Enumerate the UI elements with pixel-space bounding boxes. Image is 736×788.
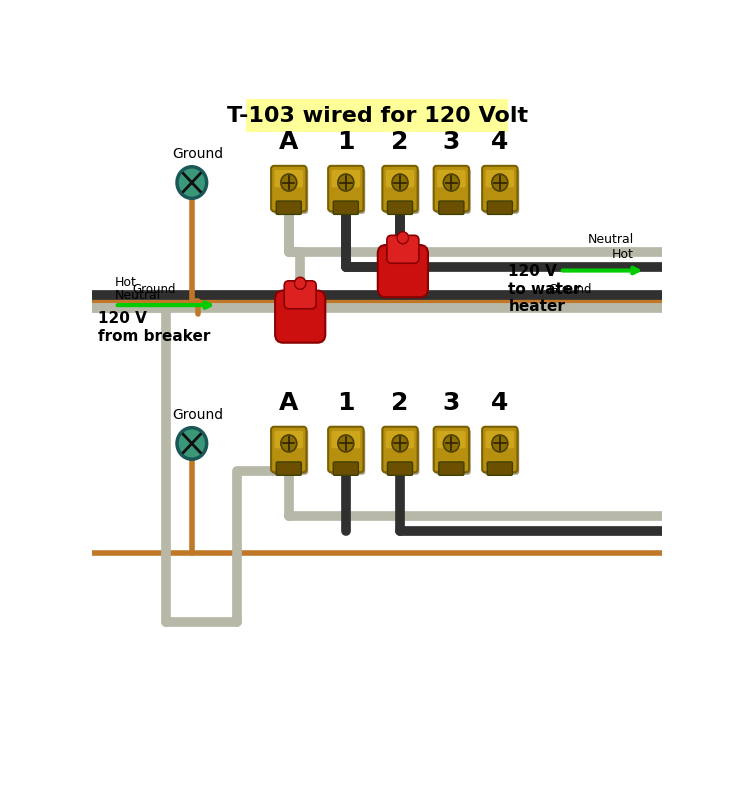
Circle shape <box>492 435 508 452</box>
Text: Neutral: Neutral <box>587 233 634 246</box>
FancyBboxPatch shape <box>437 170 466 188</box>
Text: Ground: Ground <box>548 283 592 296</box>
Text: Ground: Ground <box>172 408 223 422</box>
FancyBboxPatch shape <box>275 170 303 188</box>
FancyBboxPatch shape <box>333 462 358 475</box>
Circle shape <box>397 232 408 243</box>
FancyBboxPatch shape <box>271 427 306 472</box>
FancyBboxPatch shape <box>486 170 514 188</box>
FancyBboxPatch shape <box>246 99 509 132</box>
FancyBboxPatch shape <box>328 165 364 211</box>
Circle shape <box>392 174 408 191</box>
Text: 3: 3 <box>442 391 460 414</box>
Text: T-103 wired for 120 Volt: T-103 wired for 120 Volt <box>227 106 528 126</box>
Text: 4: 4 <box>491 130 509 154</box>
Circle shape <box>177 167 207 199</box>
Text: 3: 3 <box>442 130 460 154</box>
Circle shape <box>338 435 354 452</box>
Circle shape <box>177 428 207 459</box>
FancyBboxPatch shape <box>328 427 364 472</box>
FancyBboxPatch shape <box>331 431 360 448</box>
Circle shape <box>338 174 354 191</box>
Text: Hot: Hot <box>612 248 634 262</box>
Text: Ground: Ground <box>132 283 175 296</box>
FancyBboxPatch shape <box>437 431 466 448</box>
FancyBboxPatch shape <box>436 169 471 214</box>
FancyBboxPatch shape <box>386 170 414 188</box>
Circle shape <box>281 435 297 452</box>
FancyBboxPatch shape <box>276 462 301 475</box>
FancyBboxPatch shape <box>387 201 413 214</box>
FancyBboxPatch shape <box>484 169 519 214</box>
Circle shape <box>443 174 459 191</box>
FancyBboxPatch shape <box>330 429 365 474</box>
FancyBboxPatch shape <box>271 165 306 211</box>
FancyBboxPatch shape <box>273 169 308 214</box>
Circle shape <box>492 174 508 191</box>
FancyBboxPatch shape <box>273 429 308 474</box>
FancyBboxPatch shape <box>384 429 420 474</box>
Text: 4: 4 <box>491 391 509 414</box>
FancyBboxPatch shape <box>436 429 471 474</box>
FancyBboxPatch shape <box>386 431 414 448</box>
Text: A: A <box>279 130 299 154</box>
FancyBboxPatch shape <box>384 169 420 214</box>
FancyBboxPatch shape <box>276 201 301 214</box>
Text: 1: 1 <box>337 391 355 414</box>
Text: 1: 1 <box>337 130 355 154</box>
FancyBboxPatch shape <box>333 201 358 214</box>
FancyBboxPatch shape <box>434 165 469 211</box>
FancyBboxPatch shape <box>275 291 325 343</box>
Text: Ground: Ground <box>172 147 223 162</box>
FancyBboxPatch shape <box>434 427 469 472</box>
FancyBboxPatch shape <box>275 431 303 448</box>
FancyBboxPatch shape <box>387 462 413 475</box>
Text: 2: 2 <box>392 130 408 154</box>
FancyBboxPatch shape <box>382 165 418 211</box>
FancyBboxPatch shape <box>486 431 514 448</box>
FancyBboxPatch shape <box>439 462 464 475</box>
Circle shape <box>392 435 408 452</box>
FancyBboxPatch shape <box>484 429 519 474</box>
Text: 2: 2 <box>392 391 408 414</box>
Circle shape <box>443 435 459 452</box>
Circle shape <box>281 174 297 191</box>
FancyBboxPatch shape <box>487 462 512 475</box>
Text: 120 V
to water
heater: 120 V to water heater <box>509 265 581 314</box>
FancyBboxPatch shape <box>382 427 418 472</box>
Text: Neutral: Neutral <box>115 289 161 302</box>
FancyBboxPatch shape <box>387 236 419 263</box>
FancyBboxPatch shape <box>284 281 316 309</box>
Text: A: A <box>279 391 299 414</box>
FancyBboxPatch shape <box>331 170 360 188</box>
Circle shape <box>294 277 306 289</box>
FancyBboxPatch shape <box>482 427 517 472</box>
FancyBboxPatch shape <box>439 201 464 214</box>
Text: Hot: Hot <box>115 276 137 288</box>
FancyBboxPatch shape <box>330 169 365 214</box>
FancyBboxPatch shape <box>482 165 517 211</box>
FancyBboxPatch shape <box>378 245 428 297</box>
FancyBboxPatch shape <box>487 201 512 214</box>
Text: 120 V
from breaker: 120 V from breaker <box>98 311 210 344</box>
